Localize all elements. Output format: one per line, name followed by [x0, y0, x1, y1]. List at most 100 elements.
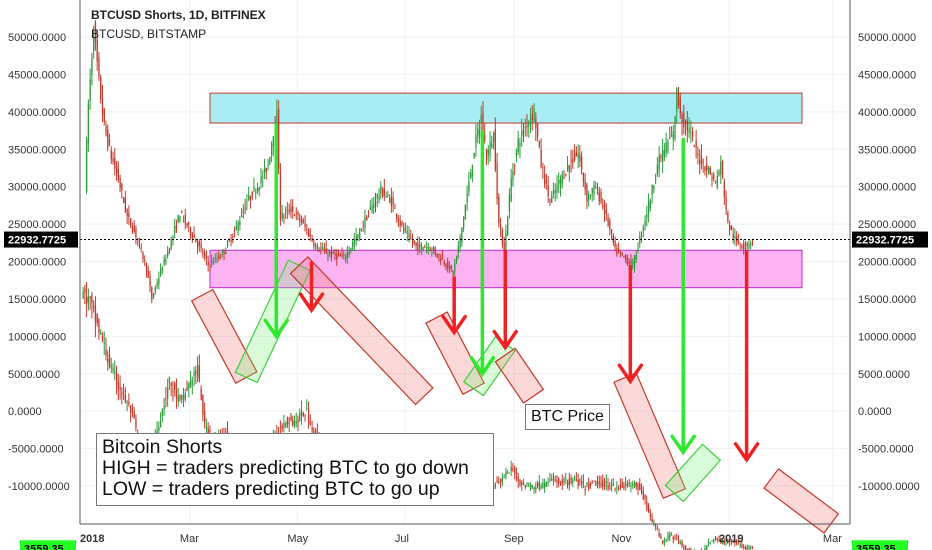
price-candle: [200, 388, 202, 401]
shorts-candle: [651, 184, 653, 196]
price-candle: [605, 481, 607, 484]
price-candle: [94, 306, 97, 323]
shorts-candle: [228, 239, 230, 242]
price-candle: [126, 401, 128, 403]
shorts-candle: [684, 120, 687, 124]
red-trend-box: [190, 288, 258, 384]
price-candle: [751, 546, 754, 548]
price-candle: [100, 333, 102, 335]
shorts-candle: [672, 131, 674, 140]
price-candle: [637, 484, 639, 490]
shorts-candle: [732, 234, 734, 238]
shorts-candle: [251, 191, 253, 198]
price-candle: [184, 393, 186, 401]
shorts-candle: [452, 270, 454, 275]
price-candle: [625, 483, 627, 486]
shorts-candle: [660, 155, 662, 158]
shorts-candle: [572, 158, 574, 164]
price-candle: [649, 513, 652, 518]
price-candle: [727, 541, 729, 543]
shorts-candle: [556, 184, 558, 193]
price-candle: [163, 405, 165, 410]
green-trend-box: [664, 443, 722, 503]
shorts-candle: [216, 258, 218, 260]
shorts-candle: [381, 188, 384, 197]
price-candle: [545, 482, 548, 487]
price-candle: [677, 539, 680, 543]
green-arrow-head: [263, 318, 290, 340]
shorts-candle: [167, 251, 169, 257]
y-tick-label-left: -10000.0000: [8, 481, 70, 493]
shorts-candle: [440, 259, 442, 261]
price-candle: [660, 536, 662, 539]
price-candle: [498, 482, 500, 483]
price-candle: [572, 479, 574, 483]
shorts-candle: [249, 196, 252, 200]
price-candle: [603, 483, 606, 487]
shorts-candle: [292, 206, 294, 212]
price-candle: [623, 485, 625, 489]
shorts-candle: [211, 260, 213, 263]
y-tick-label-left: 0.0000: [8, 406, 42, 418]
shorts-candle: [124, 196, 127, 212]
shorts-candle: [623, 255, 625, 258]
shorts-candle: [528, 121, 530, 127]
price-candle: [612, 483, 615, 486]
shorts-candle: [297, 212, 299, 215]
shorts-candle: [89, 78, 91, 101]
y-tick-label-right: 5000.0000: [858, 369, 910, 381]
shorts-candle: [285, 210, 287, 212]
y-tick-label-left: 40000.0000: [8, 107, 66, 119]
price-candle: [667, 535, 669, 540]
y-tick-label-right: -10000.0000: [858, 481, 920, 493]
shorts-candle: [327, 254, 329, 256]
price-candle: [591, 483, 593, 485]
price-candle: [711, 540, 713, 542]
shorts-candle: [485, 148, 488, 160]
shorts-candle: [709, 167, 711, 175]
price-candle: [593, 480, 595, 482]
shorts-candle: [674, 116, 676, 139]
price-last-value-left-bg: [20, 540, 76, 550]
price-candle: [732, 541, 734, 543]
shorts-candle: [159, 269, 162, 276]
shorts-candle: [551, 195, 553, 204]
price-candle: [168, 376, 171, 383]
shorts-candle: [558, 179, 560, 185]
price-candle: [496, 480, 498, 482]
shorts-candle: [688, 127, 690, 133]
x-tick-label: Sep: [504, 533, 524, 545]
shorts-candle: [207, 261, 209, 266]
overlay-symbol: BTCUSD, BITSTAMP: [91, 27, 207, 41]
price-candle: [133, 411, 135, 418]
price-candle: [584, 489, 586, 491]
price-candle: [135, 419, 137, 429]
price-candle: [515, 472, 518, 475]
shorts-candle: [239, 221, 241, 226]
price-candle: [566, 482, 569, 486]
price-candle: [507, 472, 509, 474]
shorts-candle: [429, 249, 431, 251]
shorts-candle: [293, 215, 296, 217]
shorts-candle: [288, 209, 290, 213]
shorts-candle: [126, 209, 128, 216]
shorts-candle: [397, 218, 400, 222]
price-candle: [544, 483, 546, 488]
price-candle: [130, 406, 132, 414]
shorts-candle: [385, 196, 387, 198]
shorts-candle: [302, 220, 304, 222]
price-candle: [295, 422, 297, 424]
shorts-candle: [260, 175, 262, 184]
price-candle: [108, 354, 111, 367]
shorts-candle: [360, 230, 363, 231]
shorts-candle: [658, 155, 660, 170]
shorts-candle: [720, 161, 722, 175]
price-candle: [628, 483, 630, 485]
shorts-candle: [450, 265, 452, 270]
shorts-candle: [179, 216, 181, 223]
shorts-candle: [417, 243, 419, 251]
shorts-candle: [499, 224, 502, 230]
price-candle: [512, 468, 514, 470]
shorts-candle: [119, 178, 121, 189]
shorts-candle: [334, 253, 336, 256]
